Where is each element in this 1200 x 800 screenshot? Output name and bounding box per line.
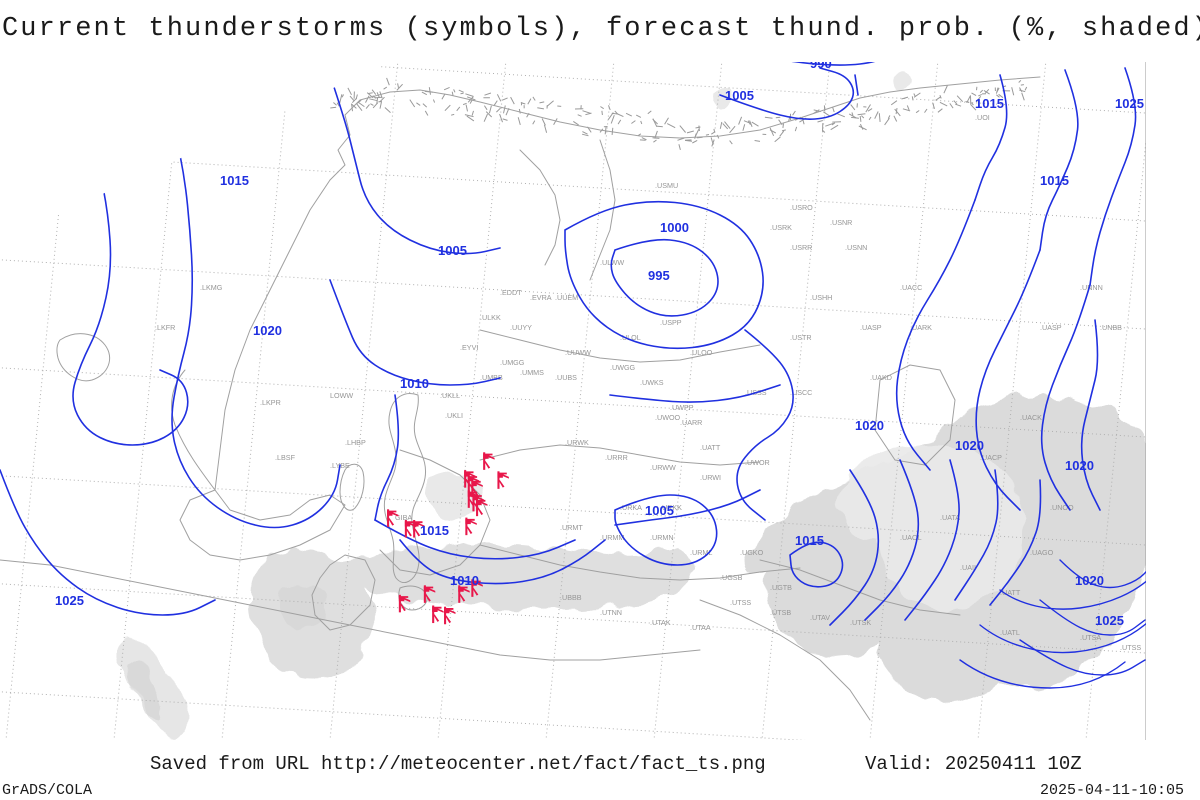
svg-text:.UBBB: .UBBB (560, 593, 582, 602)
svg-text:1015: 1015 (220, 173, 249, 188)
svg-text:.LHBP: .LHBP (345, 438, 366, 447)
svg-text:1015: 1015 (795, 533, 824, 548)
svg-text:.EVRA: .EVRA (530, 293, 552, 302)
svg-text:.LBSF: .LBSF (275, 453, 296, 462)
svg-text:.UTSB: .UTSB (770, 608, 791, 617)
svg-text:.USRK: .USRK (770, 223, 792, 232)
svg-text:LOWW: LOWW (330, 391, 353, 400)
svg-text:.UUYY: .UUYY (510, 323, 532, 332)
svg-text:.UKLL: .UKLL (440, 391, 460, 400)
svg-text:.UGKO: .UGKO (740, 548, 764, 557)
svg-text:1025: 1025 (1115, 96, 1144, 111)
svg-text:1020: 1020 (1075, 573, 1104, 588)
svg-text:.USNN: .USNN (845, 243, 867, 252)
svg-text:.UWGG: .UWGG (610, 363, 636, 372)
svg-text:.UTSS: .UTSS (1120, 643, 1141, 652)
svg-text:.USTR: .USTR (790, 333, 812, 342)
svg-text:1015: 1015 (1040, 173, 1069, 188)
svg-text:.EYVI: .EYVI (460, 343, 478, 352)
svg-text:.LKPR: .LKPR (260, 398, 281, 407)
svg-text:.USMU: .USMU (655, 181, 678, 190)
svg-text:1020: 1020 (855, 418, 884, 433)
svg-text:.USHH: .USHH (810, 293, 832, 302)
svg-text:.UNBB: .UNBB (1100, 323, 1122, 332)
svg-text:.UTAK: .UTAK (650, 618, 671, 627)
svg-text:990: 990 (810, 56, 832, 71)
svg-text:.UTSS: .UTSS (730, 598, 751, 607)
svg-text:1010: 1010 (400, 376, 429, 391)
svg-text:.UTSK: .UTSK (850, 618, 871, 627)
svg-text:1015: 1015 (420, 523, 449, 538)
svg-text:.USRR: .USRR (790, 243, 812, 252)
svg-text:.URWW: .URWW (650, 463, 676, 472)
svg-text:.USNR: .USNR (830, 218, 852, 227)
svg-text:.UARR: .UARR (680, 418, 702, 427)
svg-text:1020: 1020 (1065, 458, 1094, 473)
svg-text:.LKFR: .LKFR (155, 323, 175, 332)
svg-text:.USPP: .USPP (660, 318, 682, 327)
svg-text:.UASP: .UASP (860, 323, 882, 332)
svg-text:1020: 1020 (955, 438, 984, 453)
svg-text:.USRO: .USRO (790, 203, 813, 212)
svg-text:1005: 1005 (438, 243, 467, 258)
svg-text:1025: 1025 (55, 593, 84, 608)
svg-text:1010: 1010 (450, 573, 479, 588)
svg-text:.UWOO: .UWOO (655, 413, 681, 422)
svg-text:.UACC: .UACC (900, 283, 922, 292)
svg-text:.UWKS: .UWKS (640, 378, 664, 387)
svg-text:.UATL: .UATL (1000, 628, 1020, 637)
svg-text:.URRR: .URRR (605, 453, 628, 462)
svg-text:1005: 1005 (725, 88, 754, 103)
svg-text:.UUBS: .UUBS (555, 373, 577, 382)
svg-text:.UTNN: .UTNN (600, 608, 622, 617)
svg-text:.UWPP: .UWPP (670, 403, 694, 412)
svg-text:.UMMS: .UMMS (520, 368, 544, 377)
svg-text:GIBA: GIBA (395, 513, 412, 522)
svg-text:.UNNN: .UNNN (1080, 283, 1103, 292)
svg-text:.UGTB: .UGTB (770, 583, 792, 592)
svg-text:1025: 1025 (1095, 613, 1124, 628)
svg-text:.UATT: .UATT (700, 443, 721, 452)
svg-text:.UOI: .UOI (975, 113, 990, 122)
svg-text:.UAGO: .UAGO (1030, 548, 1054, 557)
svg-text:.UTAA: .UTAA (690, 623, 711, 632)
svg-text:1020: 1020 (253, 323, 282, 338)
svg-text:.URMN: .URMN (650, 533, 674, 542)
svg-text:.EDDT: .EDDT (500, 288, 522, 297)
svg-text:.UUEM: .UUEM (555, 293, 578, 302)
svg-text:.UAKD: .UAKD (870, 373, 892, 382)
svg-text:.UTAV: .UTAV (810, 613, 830, 622)
svg-text:1015: 1015 (975, 96, 1004, 111)
svg-text:.LKMG: .LKMG (200, 283, 223, 292)
svg-text:.UMGG: .UMGG (500, 358, 525, 367)
svg-text:.URMT: .URMT (560, 523, 583, 532)
svg-text:.UASP: .UASP (1040, 323, 1062, 332)
svg-text:.URWI: .URWI (700, 473, 721, 482)
svg-text:1000: 1000 (660, 220, 689, 235)
svg-text:LIRA: LIRA (80, 178, 96, 187)
svg-text:1005: 1005 (645, 503, 674, 518)
svg-text:.UKLI: .UKLI (445, 411, 463, 420)
svg-text:.ULKK: .ULKK (480, 313, 501, 322)
svg-text:.UATA: .UATA (940, 513, 960, 522)
svg-text:995: 995 (648, 268, 670, 283)
svg-text:.UACK: .UACK (1020, 413, 1042, 422)
